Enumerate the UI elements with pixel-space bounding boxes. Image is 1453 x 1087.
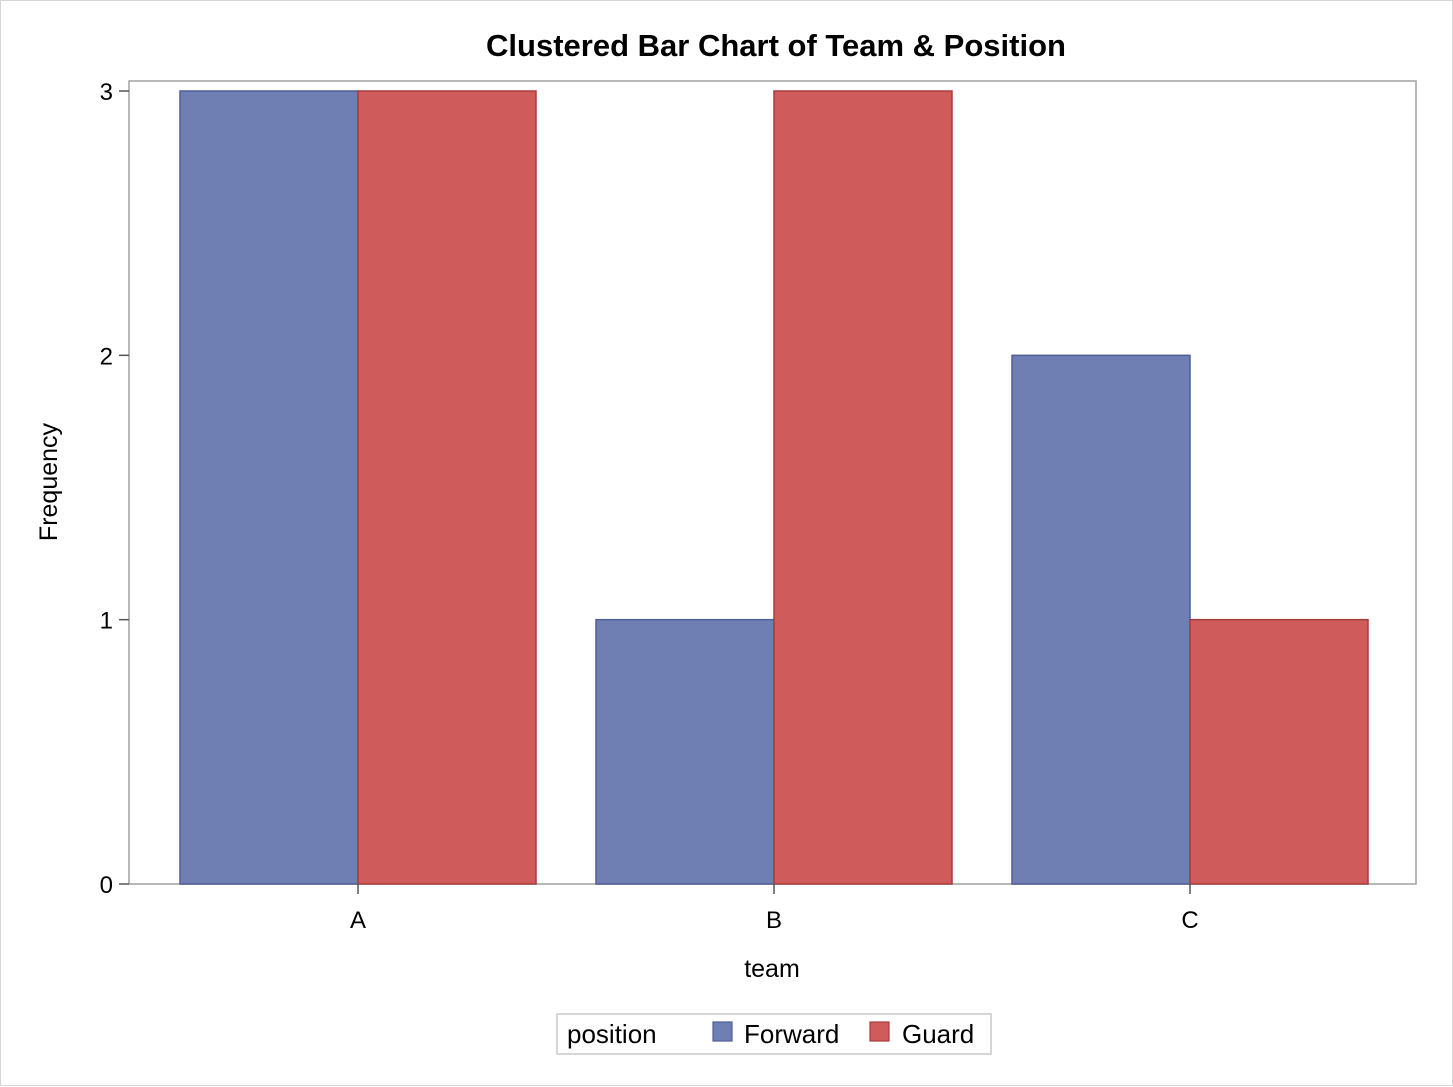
y-tick-label-2: 2 <box>100 343 113 370</box>
x-axis-label: team <box>744 955 800 983</box>
legend: position Forward Guard <box>556 1013 992 1055</box>
legend-swatch-forward <box>712 1021 733 1042</box>
y-tick-label-1: 1 <box>100 608 113 635</box>
legend-label-guard: Guard <box>902 1019 974 1049</box>
bar-guard-c <box>1189 618 1369 885</box>
bar-forward-c <box>1011 354 1191 885</box>
legend-swatch-guard <box>869 1021 890 1042</box>
x-axis: A B C <box>350 884 1199 934</box>
bar-guard-a <box>357 90 537 885</box>
x-tick-label-b: B <box>766 907 782 934</box>
bar-guard-b <box>773 90 953 885</box>
chart-title: Clustered Bar Chart of Team & Position <box>486 28 1066 63</box>
legend-box <box>556 1013 992 1055</box>
legend-label-forward: Forward <box>744 1019 839 1049</box>
y-axis: 0 1 2 3 <box>100 79 129 899</box>
x-tick-label-c: C <box>1181 907 1198 934</box>
y-tick-label-3: 3 <box>100 79 113 106</box>
y-tick-label-0: 0 <box>100 872 113 899</box>
bars-layer <box>179 90 1369 885</box>
bar-forward-b <box>595 618 775 885</box>
legend-title: position <box>567 1019 657 1049</box>
bar-forward-a <box>179 90 359 885</box>
x-tick-label-a: A <box>350 907 366 934</box>
y-axis-label: Frequency <box>35 422 63 541</box>
